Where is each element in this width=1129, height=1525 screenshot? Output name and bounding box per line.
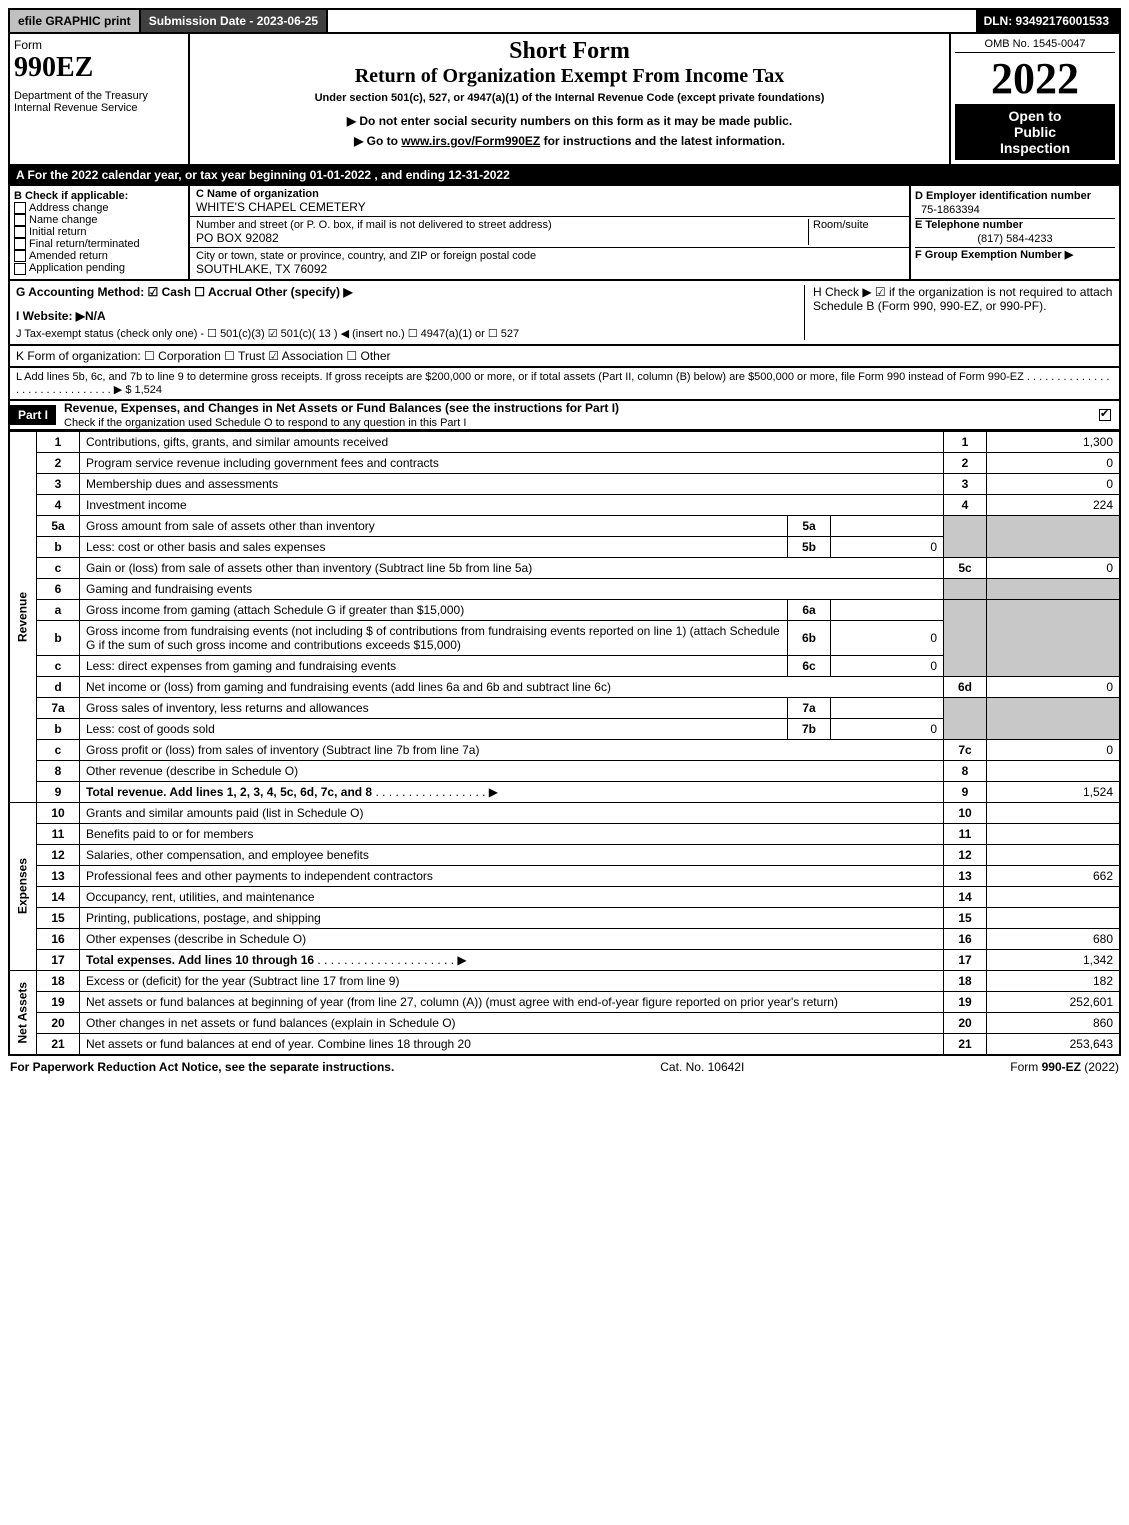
cat-no: Cat. No. 10642I	[660, 1060, 744, 1074]
form-ref: Form 990-EZ (2022)	[1010, 1060, 1119, 1074]
col-c: C Name of organization WHITE'S CHAPEL CE…	[190, 186, 911, 279]
cb-address-change[interactable]	[14, 202, 26, 214]
dln-label: DLN: 93492176001533	[976, 10, 1119, 32]
group-exemption: F Group Exemption Number ▶	[915, 248, 1115, 261]
part1-header-row: Part I Revenue, Expenses, and Changes in…	[8, 401, 1121, 431]
cb-final-return[interactable]	[14, 238, 26, 250]
part1-label: Part I	[10, 405, 56, 425]
org-city: SOUTHLAKE, TX 76092	[196, 262, 903, 276]
form-header: Form 990EZ Department of the Treasury In…	[8, 34, 1121, 166]
cb-amended-return[interactable]	[14, 250, 26, 262]
amt-1: 1,300	[987, 431, 1121, 452]
phone: (817) 584-4233	[915, 231, 1115, 248]
net-assets-label: Net Assets	[9, 970, 37, 1055]
cb-schedule-o[interactable]	[1099, 409, 1111, 421]
tax-year: 2022	[955, 53, 1115, 104]
ssn-note: ▶ Do not enter social security numbers o…	[194, 114, 945, 128]
row-a: A For the 2022 calendar year, or tax yea…	[8, 166, 1121, 186]
short-form-title: Short Form	[194, 38, 945, 65]
col-b: B Check if applicable: Address change Na…	[10, 186, 190, 279]
dept-label: Department of the Treasury Internal Reve…	[14, 90, 184, 114]
row-k: K Form of organization: ☐ Corporation ☐ …	[8, 346, 1121, 368]
cb-name-change[interactable]	[14, 214, 26, 226]
omb-label: OMB No. 1545-0047	[955, 38, 1115, 53]
form-label: Form	[14, 38, 184, 52]
revenue-label: Revenue	[9, 431, 37, 802]
top-bar: efile GRAPHIC print Submission Date - 20…	[8, 8, 1121, 34]
expenses-label: Expenses	[9, 802, 37, 970]
org-addr: PO BOX 92082	[196, 231, 808, 245]
goto-note: ▶ Go to www.irs.gov/Form990EZ for instru…	[194, 134, 945, 148]
return-title: Return of Organization Exempt From Incom…	[194, 65, 945, 88]
irs-link[interactable]: www.irs.gov/Form990EZ	[401, 134, 540, 148]
page-footer: For Paperwork Reduction Act Notice, see …	[8, 1056, 1121, 1078]
lines-table: Revenue 1Contributions, gifts, grants, a…	[8, 431, 1121, 1056]
col-def: D Employer identification number 75-1863…	[911, 186, 1119, 279]
section-gh: G Accounting Method: ☑ Cash ☐ Accrual Ot…	[8, 281, 1121, 346]
h-box: H Check ▶ ☑ if the organization is not r…	[804, 285, 1113, 340]
submission-date: Submission Date - 2023-06-25	[141, 10, 328, 32]
section-bcdef: B Check if applicable: Address change Na…	[8, 186, 1121, 281]
open-public: Open to Public Inspection	[955, 104, 1115, 160]
subtitle: Under section 501(c), 527, or 4947(a)(1)…	[194, 92, 945, 104]
org-name: WHITE'S CHAPEL CEMETERY	[196, 200, 903, 214]
ein: 75-1863394	[915, 202, 1115, 219]
form-number: 990EZ	[14, 52, 184, 84]
accounting-method: G Accounting Method: ☑ Cash ☐ Accrual Ot…	[16, 285, 784, 299]
tax-exempt-row: J Tax-exempt status (check only one) - ☐…	[16, 327, 784, 340]
cb-application-pending[interactable]	[14, 263, 26, 275]
paperwork-notice: For Paperwork Reduction Act Notice, see …	[10, 1060, 394, 1074]
efile-label[interactable]: efile GRAPHIC print	[10, 10, 141, 32]
cb-initial-return[interactable]	[14, 226, 26, 238]
website-row: I Website: ▶N/A	[16, 309, 784, 323]
row-l: L Add lines 5b, 6c, and 7b to line 9 to …	[8, 368, 1121, 401]
